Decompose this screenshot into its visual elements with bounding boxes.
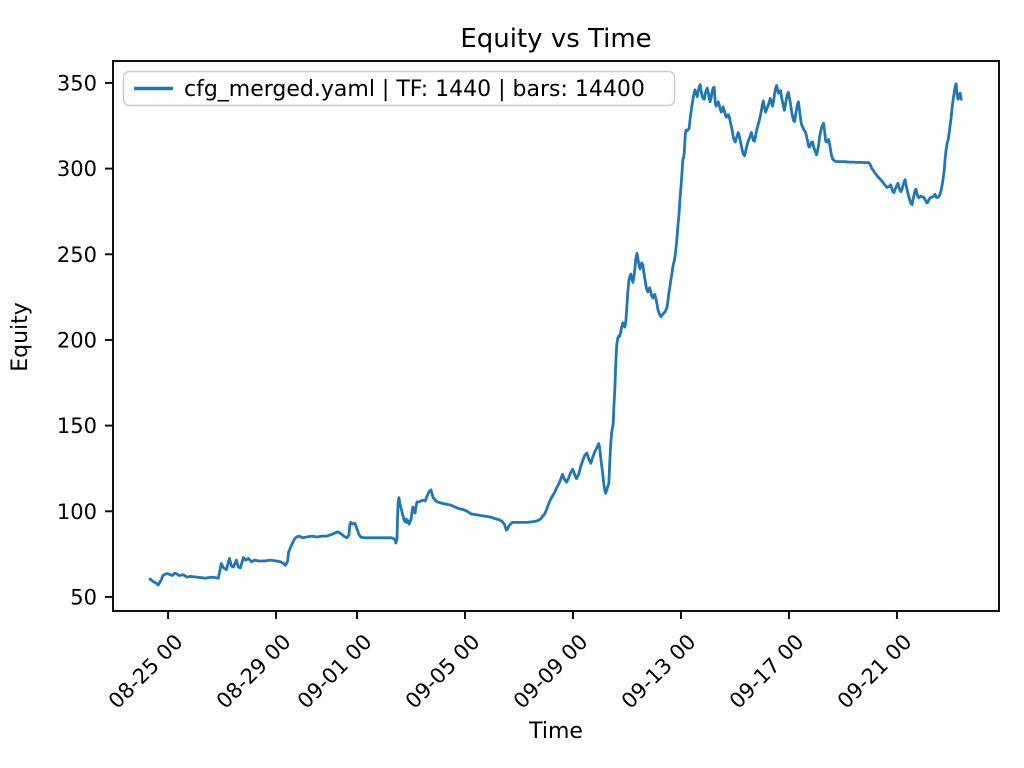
legend-label: cfg_merged.yaml | TF: 1440 | bars: 14400 (184, 77, 645, 102)
x-tick-label: 09-05 00 (401, 630, 485, 714)
y-tick-label: 100 (57, 500, 97, 524)
y-axis-label: Equity (8, 302, 33, 372)
legend-box (122, 70, 676, 107)
equity-line-series (148, 82, 963, 587)
x-tick-label: 09-01 00 (293, 630, 377, 714)
y-tick-label: 350 (57, 71, 97, 95)
x-tick-label: 08-25 00 (104, 630, 188, 714)
x-tick-label: 09-17 00 (725, 630, 809, 714)
x-tick-label: 09-13 00 (617, 630, 701, 714)
x-tick-label: 08-29 00 (212, 630, 296, 714)
y-tick-label: 300 (57, 157, 97, 181)
plot-border (112, 60, 1000, 612)
y-tick-label: 150 (57, 414, 97, 438)
y-tick-label: 50 (70, 585, 97, 609)
x-tick-label: 09-09 00 (509, 630, 593, 714)
y-tick-label: 250 (57, 243, 97, 267)
y-tick-label: 200 (57, 328, 97, 352)
legend: cfg_merged.yaml | TF: 1440 | bars: 14400 (122, 70, 676, 107)
chart-title: Equity vs Time (460, 24, 651, 54)
x-tick-label: 09-21 00 (833, 630, 917, 714)
x-axis-label: Time (528, 719, 583, 744)
